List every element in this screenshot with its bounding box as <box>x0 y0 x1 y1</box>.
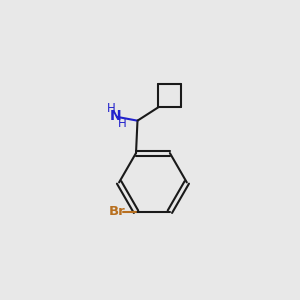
Text: N: N <box>110 109 121 123</box>
Text: H: H <box>118 117 126 130</box>
Text: H: H <box>107 101 116 115</box>
Text: Br: Br <box>109 205 125 218</box>
